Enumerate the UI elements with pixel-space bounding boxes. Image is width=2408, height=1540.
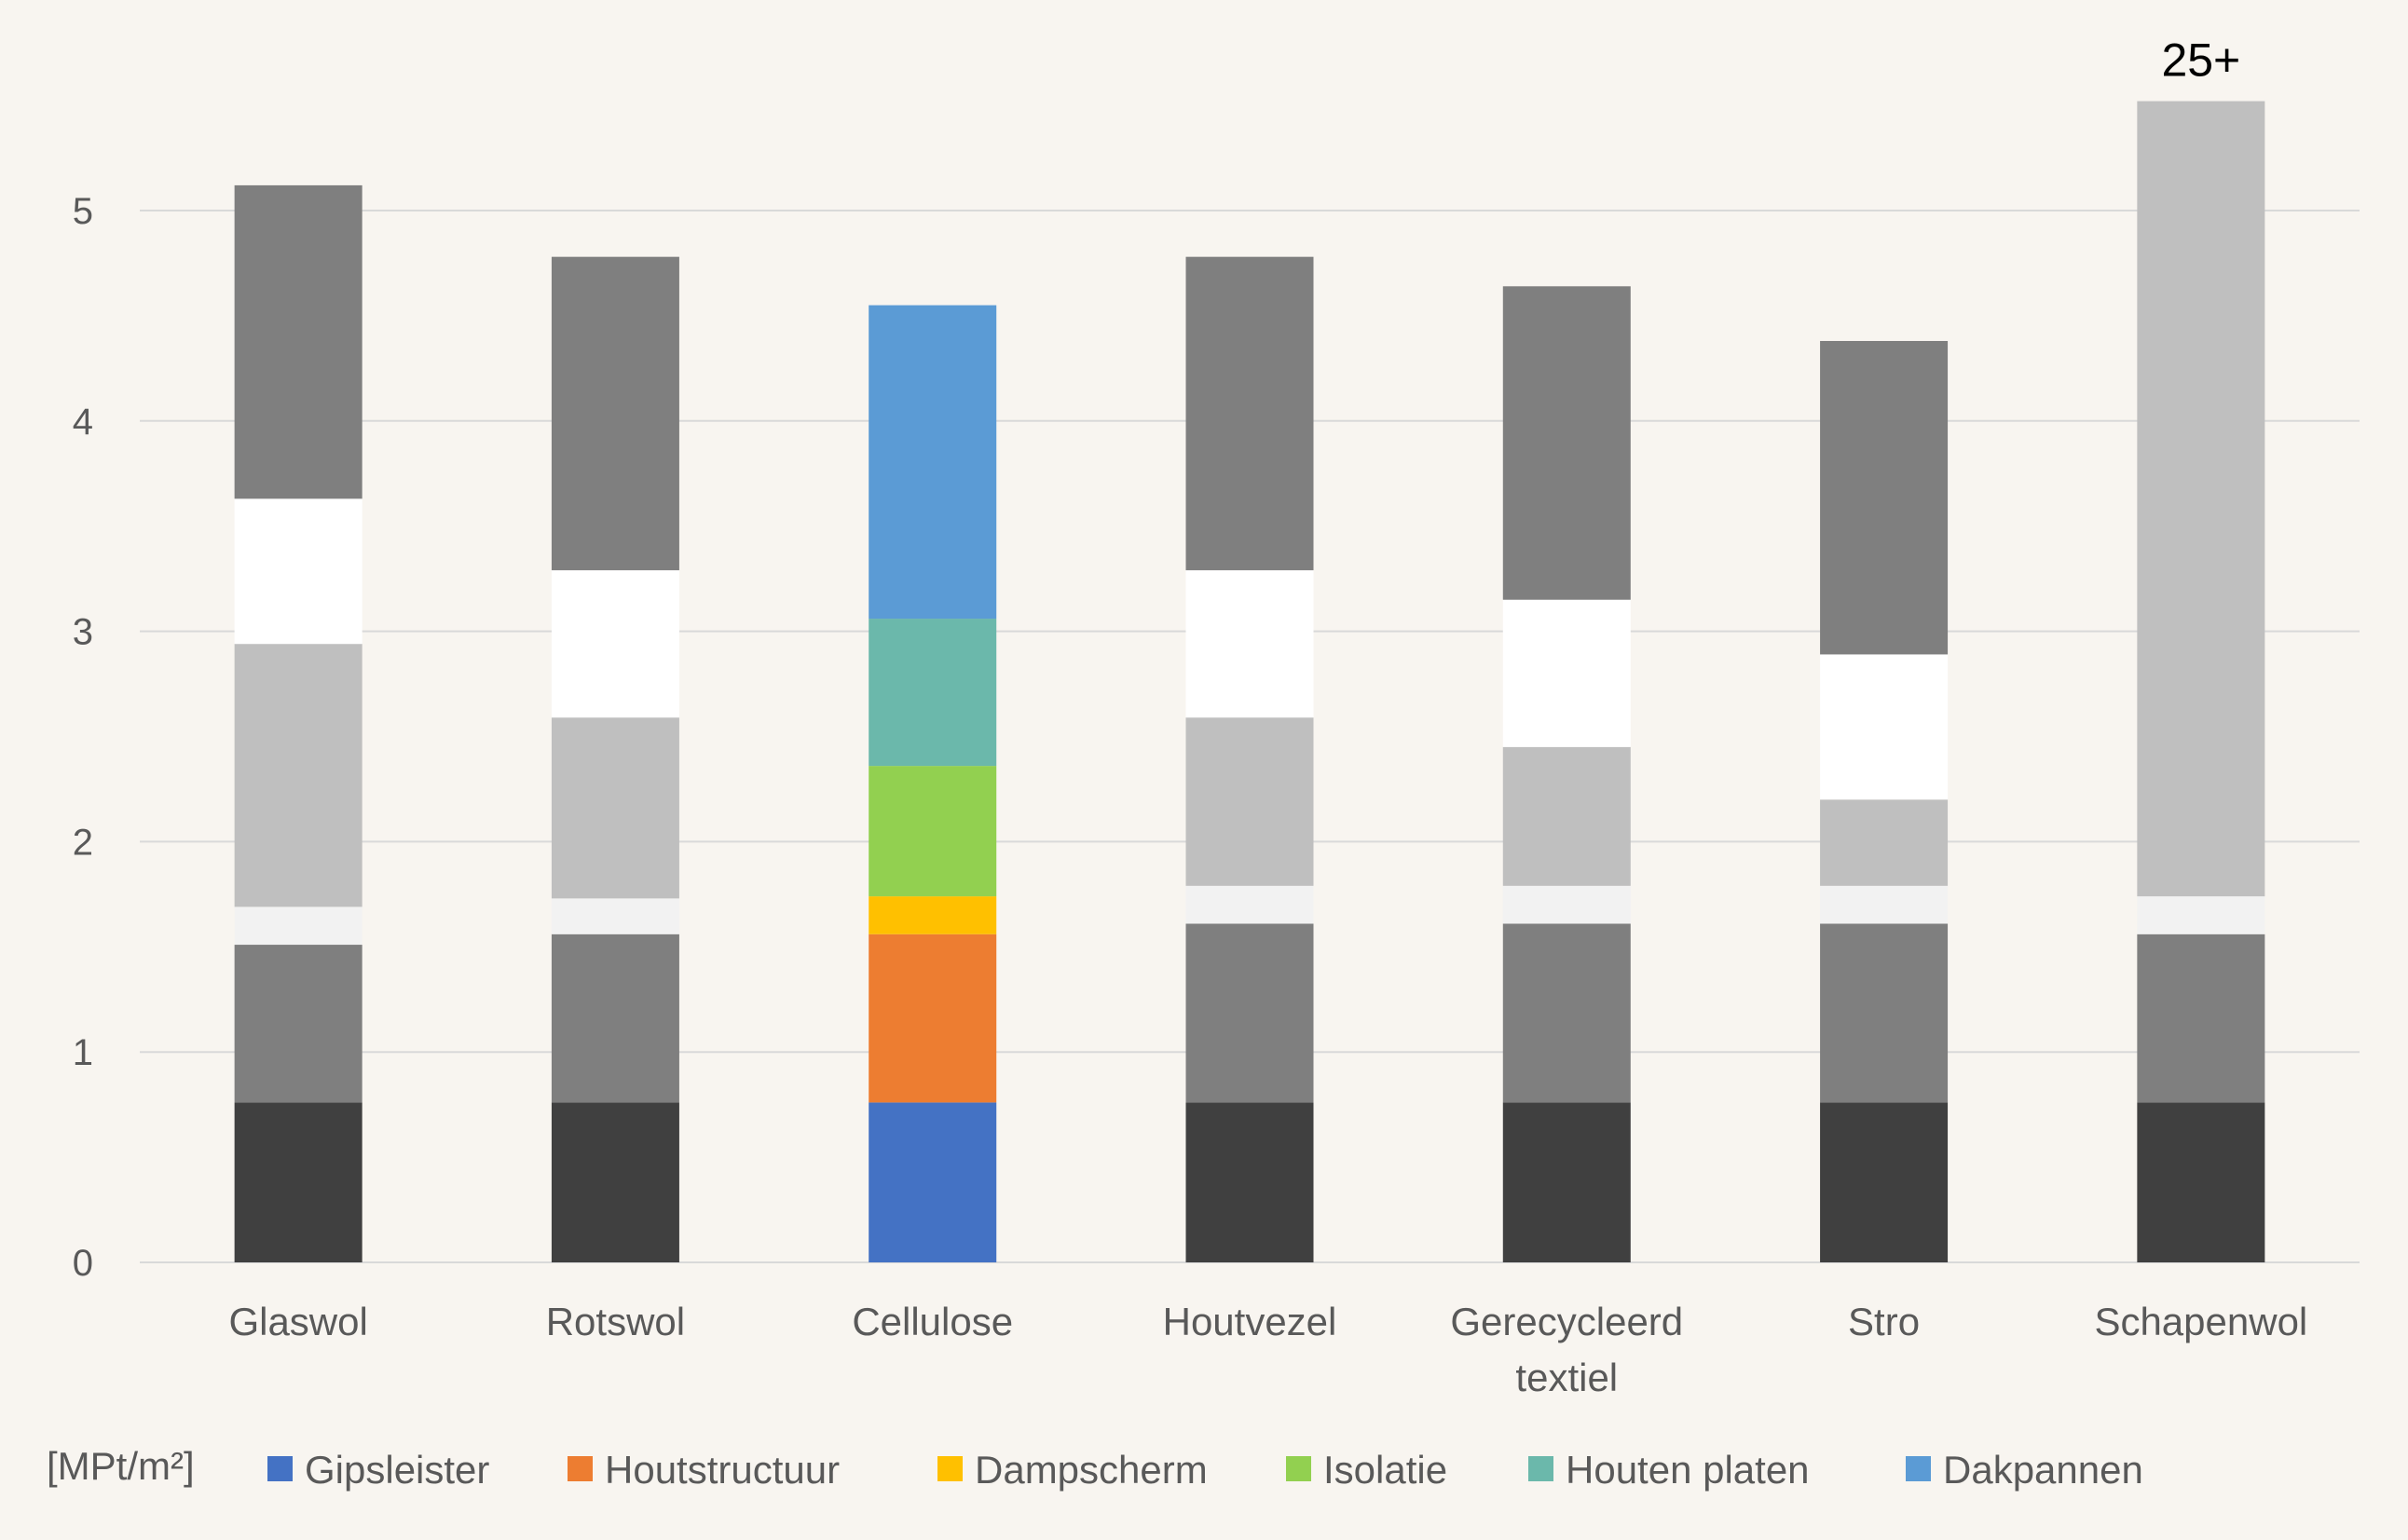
bar-segment bbox=[2137, 934, 2265, 1103]
bar-segment bbox=[1185, 256, 1314, 571]
legend-swatch bbox=[267, 1456, 293, 1481]
y-tick-label: 0 bbox=[73, 1243, 93, 1284]
bar-segment bbox=[1502, 885, 1631, 924]
y-tick-label: 1 bbox=[73, 1032, 93, 1073]
legend-item: Gipsleister bbox=[267, 1448, 489, 1492]
annotations: 25+ bbox=[2161, 34, 2240, 87]
x-category-label: Rotswol bbox=[546, 1300, 685, 1343]
y-tick-label: 3 bbox=[73, 612, 93, 653]
bar-segment bbox=[869, 305, 997, 620]
bar-segment bbox=[1502, 746, 1631, 886]
bar-segment bbox=[551, 1102, 679, 1262]
x-category-label: Houtvezel bbox=[1163, 1300, 1337, 1343]
bar-segment bbox=[869, 934, 997, 1103]
bar-stack bbox=[234, 184, 363, 1262]
bar-segment bbox=[551, 898, 679, 934]
bar-segment bbox=[234, 945, 363, 1103]
bar-stack bbox=[2137, 101, 2265, 1262]
legend-swatch bbox=[1286, 1456, 1311, 1481]
bar-segment bbox=[1502, 923, 1631, 1103]
bar-segment bbox=[551, 934, 679, 1103]
bar-segment bbox=[551, 570, 679, 718]
bar-segment bbox=[1185, 570, 1314, 718]
legend-label: Isolatie bbox=[1323, 1448, 1447, 1492]
bar-segment bbox=[551, 717, 679, 899]
legend-swatch bbox=[937, 1456, 963, 1481]
bar-segment bbox=[1820, 340, 1949, 655]
bar-segment bbox=[869, 896, 997, 934]
x-category-label: Glaswol bbox=[228, 1300, 367, 1343]
unit-label: [MPt/m²] bbox=[47, 1444, 195, 1488]
bar-segment bbox=[2137, 101, 2265, 897]
bar-segment bbox=[1820, 654, 1949, 800]
bar-stack bbox=[1185, 256, 1314, 1262]
legend-item: Dakpannen bbox=[1906, 1448, 2143, 1492]
bar-segment bbox=[1820, 799, 1949, 886]
legend-label: Dakpannen bbox=[1943, 1448, 2143, 1492]
x-category-label: textiel bbox=[1515, 1356, 1618, 1399]
bar-segment bbox=[234, 906, 363, 946]
x-category-label: Cellulose bbox=[852, 1300, 1013, 1343]
bar-segment bbox=[234, 184, 363, 499]
bar-segment bbox=[1820, 923, 1949, 1103]
y-tick-label: 5 bbox=[73, 191, 93, 232]
legend-label: Dampscherm bbox=[975, 1448, 1208, 1492]
x-category-label: Schapenwol bbox=[2094, 1300, 2307, 1343]
bar-segment bbox=[1185, 1102, 1314, 1262]
bar-segment bbox=[2137, 896, 2265, 934]
legend-swatch bbox=[1906, 1456, 1931, 1481]
legend-item: Houtstructuur bbox=[568, 1448, 840, 1492]
legend-swatch bbox=[1528, 1456, 1553, 1481]
x-axis-category-labels: Glaswol Rotswol Cellulose Houtvezel Gerecycl… bbox=[228, 1300, 2307, 1399]
bar-stack bbox=[869, 305, 997, 1262]
bar-stack bbox=[1502, 286, 1631, 1262]
bar-stack bbox=[1820, 340, 1949, 1262]
bar-annotation: 25+ bbox=[2161, 34, 2240, 87]
legend: [MPt/m²] Gipsleister Houtstructuur Dampsch… bbox=[47, 1444, 2143, 1492]
y-tick-label: 2 bbox=[73, 822, 93, 863]
bar-segment bbox=[1820, 885, 1949, 924]
legend-label: Houtstructuur bbox=[605, 1448, 840, 1492]
legend-swatch bbox=[568, 1456, 593, 1481]
bar-segment bbox=[869, 619, 997, 767]
bar-segment bbox=[551, 256, 679, 571]
legend-item: Dampscherm bbox=[937, 1448, 1208, 1492]
bar-segment bbox=[1502, 599, 1631, 747]
bar-stacks bbox=[234, 101, 2265, 1262]
y-axis-tick-labels: 0 1 2 3 4 5 bbox=[73, 191, 93, 1284]
y-tick-label: 4 bbox=[73, 402, 93, 443]
bar-segment bbox=[1820, 1102, 1949, 1262]
bar-segment bbox=[234, 498, 363, 645]
legend-label: Houten platen bbox=[1566, 1448, 1810, 1492]
legend-item: Houten platen bbox=[1528, 1448, 1810, 1492]
x-category-label: Stro bbox=[1848, 1300, 1920, 1343]
bar-segment bbox=[2137, 1102, 2265, 1262]
bar-stack bbox=[551, 256, 679, 1262]
bar-segment bbox=[1502, 1102, 1631, 1262]
bar-segment bbox=[1502, 286, 1631, 600]
bar-segment bbox=[869, 766, 997, 897]
bar-segment bbox=[234, 1102, 363, 1262]
bar-segment bbox=[234, 644, 363, 907]
bar-segment bbox=[869, 1102, 997, 1262]
legend-item: Isolatie bbox=[1286, 1448, 1447, 1492]
bar-segment bbox=[1185, 885, 1314, 924]
x-category-label: Gerecycleerd bbox=[1450, 1300, 1683, 1343]
bar-segment bbox=[1185, 717, 1314, 886]
bar-segment bbox=[1185, 923, 1314, 1103]
legend-label: Gipsleister bbox=[305, 1448, 489, 1492]
